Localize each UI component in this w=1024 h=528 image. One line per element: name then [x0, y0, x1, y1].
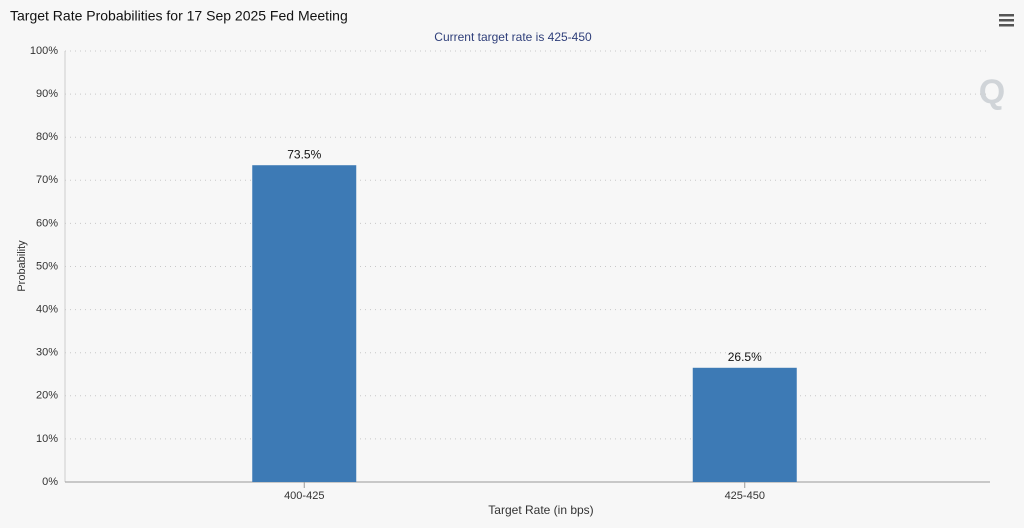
- y-tick-label: 60%: [36, 217, 58, 229]
- y-tick-label: 90%: [36, 88, 58, 100]
- menu-bar: [999, 24, 1014, 27]
- menu-bar: [999, 14, 1014, 17]
- watermark: Q: [979, 73, 1005, 111]
- y-tick-label: 30%: [36, 347, 58, 359]
- y-tick-label: 20%: [36, 390, 58, 402]
- chart-title: Target Rate Probabilities for 17 Sep 202…: [10, 8, 348, 24]
- menu-bar: [999, 19, 1014, 22]
- bar: [692, 367, 797, 482]
- x-tick-label: 425-450: [725, 490, 765, 502]
- bar: [252, 165, 357, 482]
- y-tick-label: 0%: [42, 476, 58, 488]
- y-tick-label: 50%: [36, 260, 58, 272]
- y-tick-label: 10%: [36, 433, 58, 445]
- y-axis-label: Probability: [16, 240, 28, 292]
- y-tick-label: 80%: [36, 131, 58, 143]
- value-label: 26.5%: [728, 350, 762, 364]
- x-tick-label: 400-425: [284, 490, 324, 502]
- menu-icon[interactable]: [999, 14, 1014, 27]
- chart-subtitle: Current target rate is 425-450: [434, 30, 592, 44]
- y-tick-label: 70%: [36, 174, 58, 186]
- y-tick-label: 40%: [36, 304, 58, 316]
- value-label: 73.5%: [287, 147, 321, 161]
- y-tick-label: 100%: [30, 45, 58, 57]
- x-axis-label: Target Rate (in bps): [488, 503, 593, 517]
